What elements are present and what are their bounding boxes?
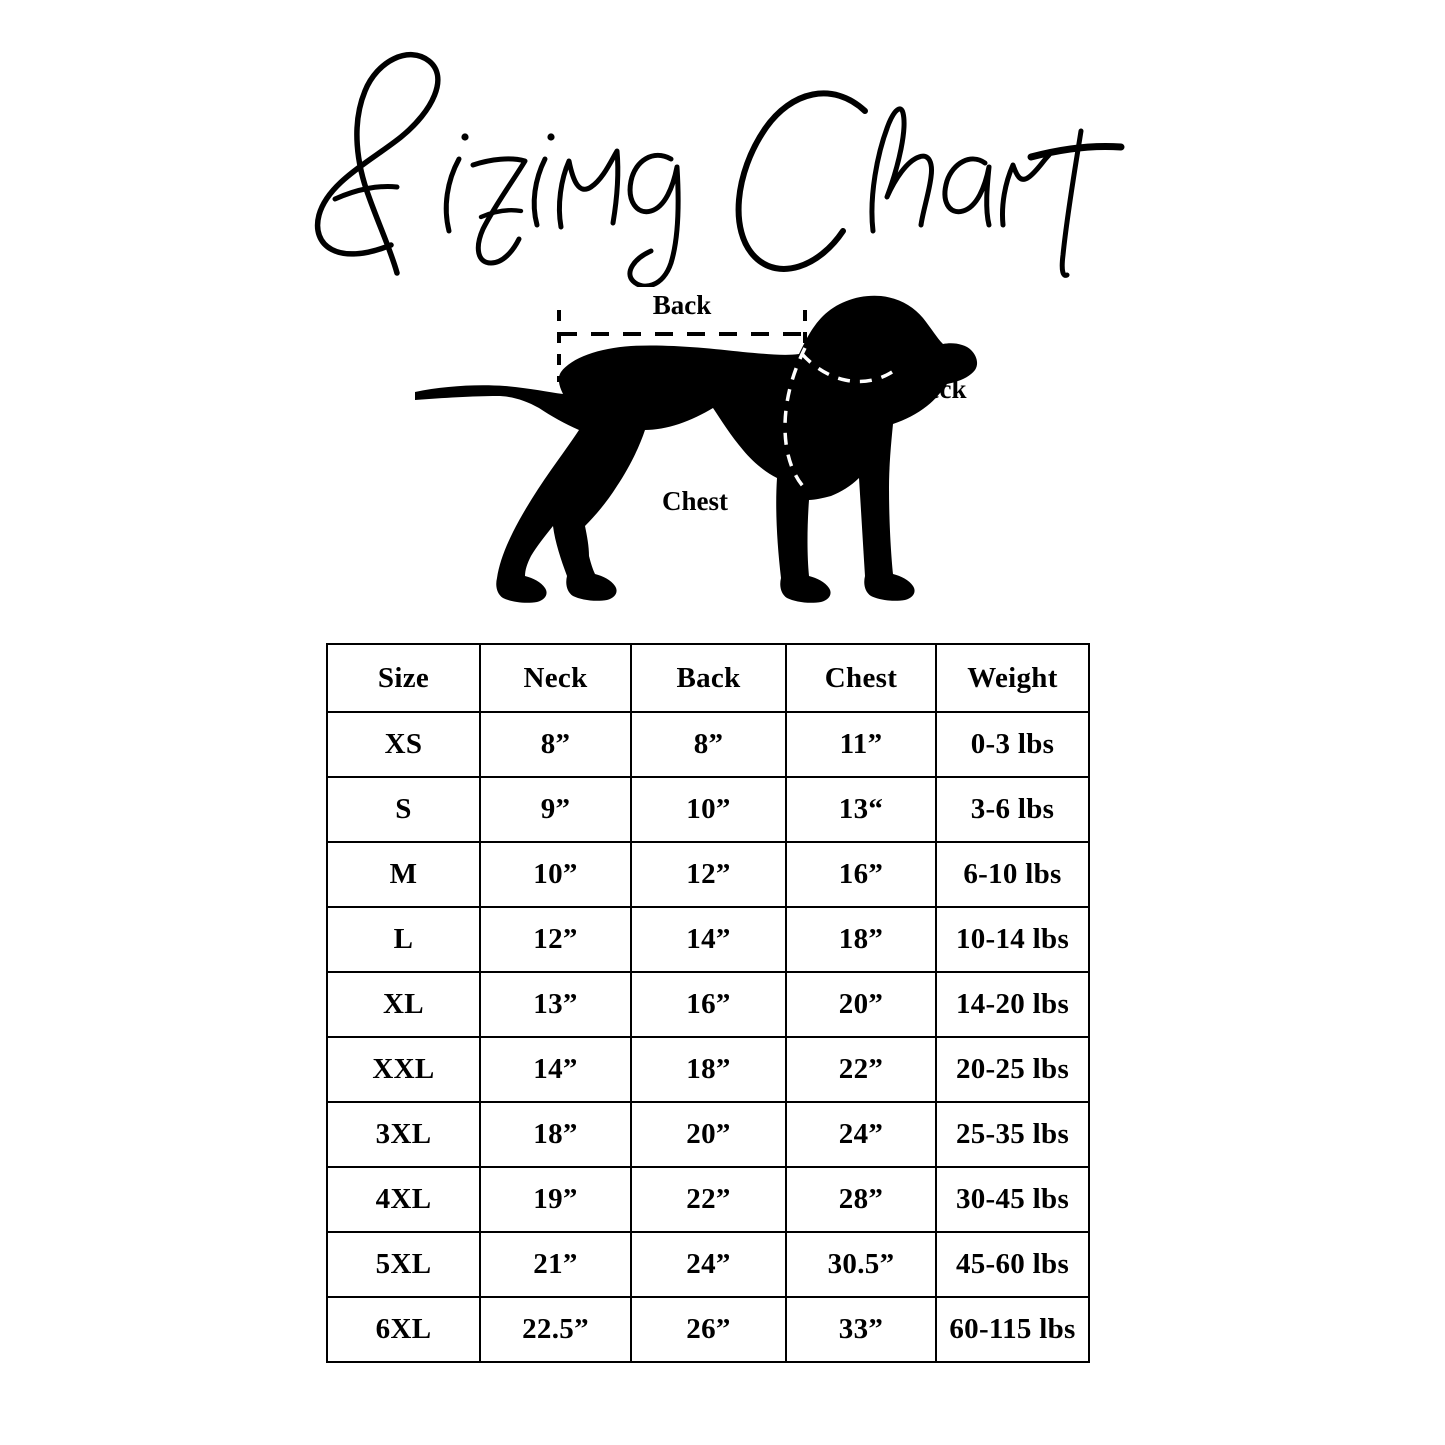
dog-measurement-diagram: Back Neck Chest	[0, 282, 1445, 627]
chest-measurement-guide	[782, 347, 810, 494]
back-label: Back	[652, 290, 711, 320]
table-row: 4XL 19” 22” 28” 30-45 lbs	[326, 1166, 1090, 1233]
table-row: XL 13” 16” 20” 14-20 lbs	[326, 971, 1090, 1038]
table-row: 3XL 18” 20” 24” 25-35 lbs	[326, 1101, 1090, 1168]
sizing-table: Size Neck Back Chest Weight XS 8” 8” 11”…	[326, 643, 1090, 1363]
page-title: Sizing Chart	[0, 18, 1445, 288]
cell-back: 18”	[630, 1036, 787, 1103]
cell-weight: 0-3 lbs	[935, 711, 1090, 778]
table-row: 5XL 21” 24” 30.5” 45-60 lbs	[326, 1231, 1090, 1298]
cell-chest: 11”	[785, 711, 937, 778]
cell-chest: 13“	[785, 776, 937, 843]
table-row: M 10” 12” 16” 6-10 lbs	[326, 841, 1090, 908]
cell-chest: 30.5”	[785, 1231, 937, 1298]
dog-diagram-svg: Back Neck Chest	[414, 290, 977, 603]
cell-size: S	[326, 776, 481, 843]
cell-weight: 3-6 lbs	[935, 776, 1090, 843]
cell-back: 8”	[630, 711, 787, 778]
cell-back: 12”	[630, 841, 787, 908]
cell-neck: 13”	[479, 971, 632, 1038]
cell-size: XXL	[326, 1036, 481, 1103]
chest-guide-curve	[782, 347, 810, 494]
cell-weight: 60-115 lbs	[935, 1296, 1090, 1363]
cell-weight: 25-35 lbs	[935, 1101, 1090, 1168]
cell-chest: 24”	[785, 1101, 937, 1168]
table-row: L 12” 14” 18” 10-14 lbs	[326, 906, 1090, 973]
column-header-neck: Neck	[479, 643, 632, 713]
cell-weight: 14-20 lbs	[935, 971, 1090, 1038]
cell-chest: 18”	[785, 906, 937, 973]
cell-neck: 8”	[479, 711, 632, 778]
cell-size: L	[326, 906, 481, 973]
cell-weight: 30-45 lbs	[935, 1166, 1090, 1233]
cell-neck: 22.5”	[479, 1296, 632, 1363]
cell-size: XL	[326, 971, 481, 1038]
table-row: XXL 14” 18” 22” 20-25 lbs	[326, 1036, 1090, 1103]
cell-neck: 10”	[479, 841, 632, 908]
column-header-weight: Weight	[935, 643, 1090, 713]
cell-back: 16”	[630, 971, 787, 1038]
cell-neck: 14”	[479, 1036, 632, 1103]
cell-back: 26”	[630, 1296, 787, 1363]
cell-chest: 33”	[785, 1296, 937, 1363]
cell-size: XS	[326, 711, 481, 778]
column-header-back: Back	[630, 643, 787, 713]
chest-label: Chest	[662, 486, 728, 516]
cell-size: M	[326, 841, 481, 908]
table-row: S 9” 10” 13“ 3-6 lbs	[326, 776, 1090, 843]
cell-neck: 18”	[479, 1101, 632, 1168]
table-row: 6XL 22.5” 26” 33” 60-115 lbs	[326, 1296, 1090, 1363]
sizing-table-container: Size Neck Back Chest Weight XS 8” 8” 11”…	[326, 643, 1090, 1363]
cell-back: 14”	[630, 906, 787, 973]
cell-weight: 45-60 lbs	[935, 1231, 1090, 1298]
column-header-size: Size	[326, 643, 481, 713]
cell-size: 5XL	[326, 1231, 481, 1298]
cell-chest: 22”	[785, 1036, 937, 1103]
cell-chest: 16”	[785, 841, 937, 908]
neck-label: Neck	[908, 374, 966, 404]
column-header-chest: Chest	[785, 643, 937, 713]
cell-size: 3XL	[326, 1101, 481, 1168]
cell-size: 4XL	[326, 1166, 481, 1233]
cell-weight: 6-10 lbs	[935, 841, 1090, 908]
cell-weight: 10-14 lbs	[935, 906, 1090, 973]
sizing-chart-script-title: Sizing Chart	[314, 52, 1124, 287]
cell-neck: 9”	[479, 776, 632, 843]
cell-back: 24”	[630, 1231, 787, 1298]
cell-neck: 19”	[479, 1166, 632, 1233]
cell-back: 10”	[630, 776, 787, 843]
table-row: XS 8” 8” 11” 0-3 lbs	[326, 711, 1090, 778]
cell-chest: 28”	[785, 1166, 937, 1233]
dog-silhouette-icon	[414, 295, 977, 603]
neck-measurement-guide	[800, 352, 896, 384]
table-header-row: Size Neck Back Chest Weight	[326, 643, 1090, 713]
back-measurement-guide	[556, 310, 807, 382]
cell-chest: 20”	[785, 971, 937, 1038]
cell-size: 6XL	[326, 1296, 481, 1363]
cell-weight: 20-25 lbs	[935, 1036, 1090, 1103]
neck-guide-curve	[800, 352, 896, 384]
cell-back: 20”	[630, 1101, 787, 1168]
cell-neck: 21”	[479, 1231, 632, 1298]
cell-back: 22”	[630, 1166, 787, 1233]
cell-neck: 12”	[479, 906, 632, 973]
